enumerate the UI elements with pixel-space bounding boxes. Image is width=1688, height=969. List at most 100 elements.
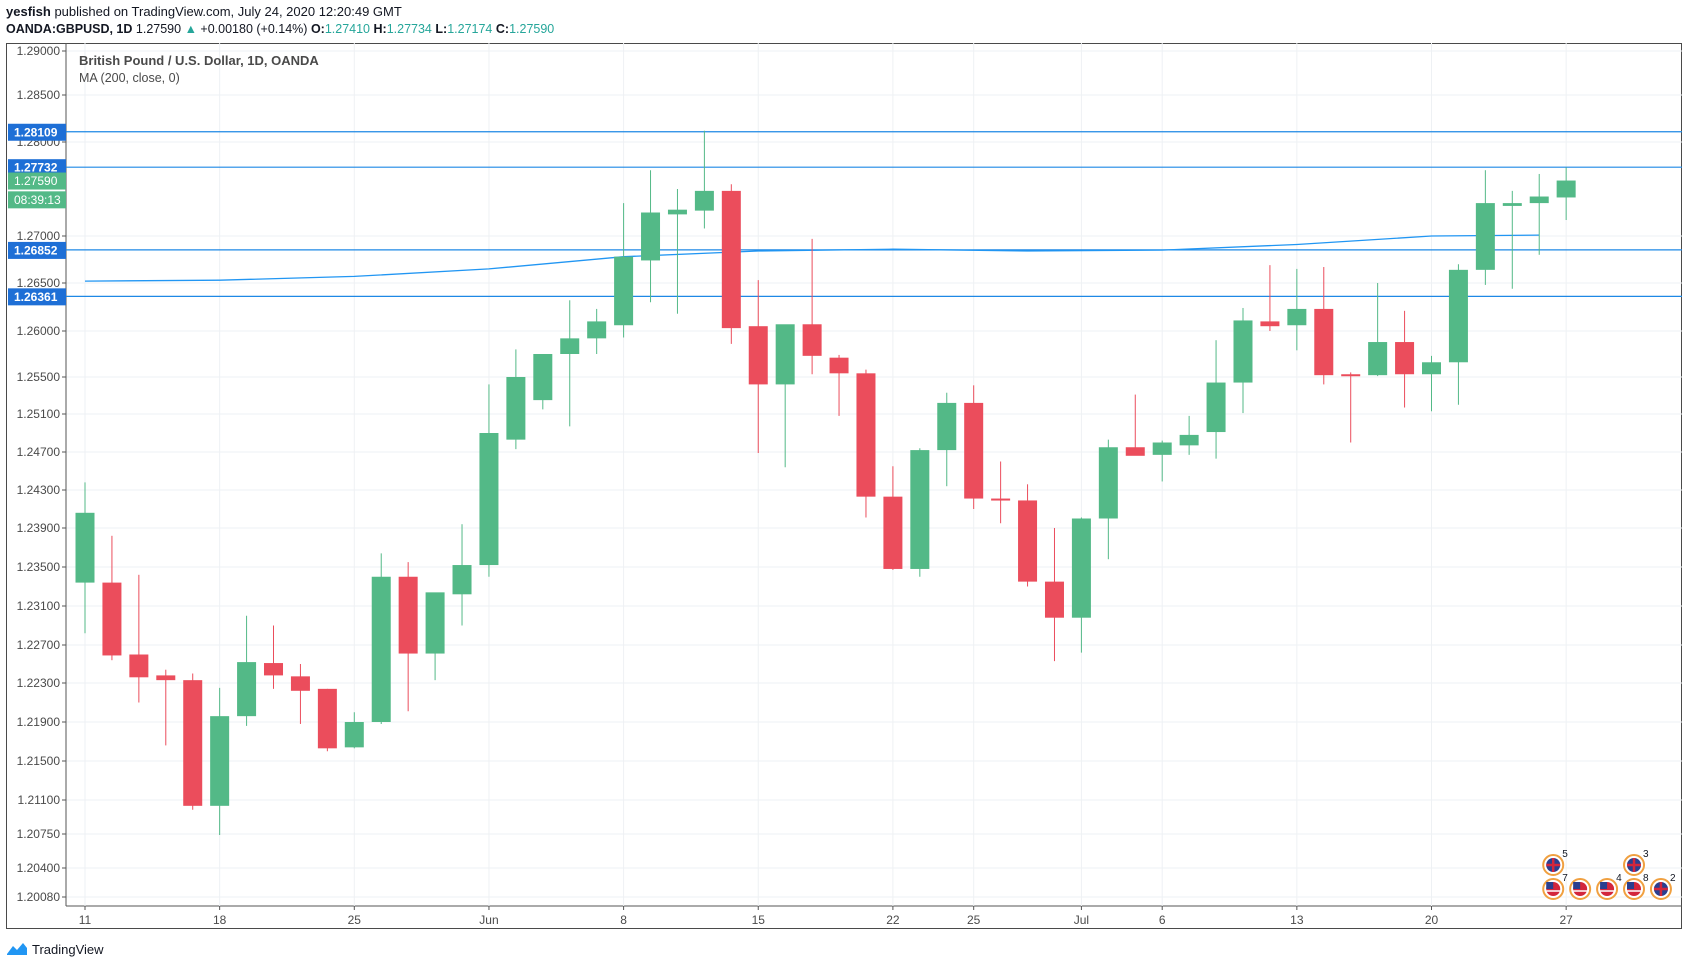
candle-up [587,321,607,339]
y-tick-label: 1.20750 [17,827,61,841]
price-label-text: 1.26361 [14,290,58,304]
candle-down [102,582,122,656]
x-tick-label: 25 [348,913,362,927]
x-tick-label: Jul [1074,913,1089,927]
candle-up [1448,269,1468,363]
candle-up [1368,342,1388,376]
candle-up [1098,447,1118,519]
y-tick-label: 1.29000 [17,44,61,58]
price-label-text: 1.27590 [14,174,58,188]
candle-up [1287,308,1307,326]
candle-down [290,676,310,691]
candle-up [1529,196,1549,204]
candle-up [210,716,230,806]
tradingview-logo-icon [7,943,27,955]
x-tick-label: 27 [1559,913,1573,927]
candle-up [614,256,634,326]
us-flag-canton [1600,882,1608,889]
y-tick-label: 1.21500 [17,754,61,768]
x-tick-label: Jun [479,913,498,927]
event-count-badge: 2 [1670,873,1676,884]
y-tick-label: 1.23100 [17,599,61,613]
x-tick-label: 6 [1159,913,1166,927]
y-tick-label: 1.21900 [17,715,61,729]
x-tick-label: 13 [1290,913,1304,927]
y-tick-label: 1.23500 [17,560,61,574]
y-tick-label: 1.24700 [17,445,61,459]
candle-down [1125,447,1145,456]
close-value: 1.27590 [509,22,555,36]
candle-up [641,212,661,261]
candle-down [1395,342,1415,375]
symbol-label: OANDA:GBPUSD, 1D [6,22,133,36]
y-tick-label: 1.26500 [17,276,61,290]
y-tick-label: 1.22300 [17,676,61,690]
candle-up [1422,362,1441,375]
publish-info: yesfish published on TradingView.com, Ju… [6,4,402,19]
y-tick-label: 1.25100 [17,407,61,421]
candle-up [560,338,580,354]
candle-down [317,688,337,749]
high-label: H: [373,22,387,36]
candle-down [883,496,903,569]
candle-up [937,402,957,451]
candle-down [1314,308,1334,376]
candle-down [129,654,149,678]
candle-up [237,662,257,717]
event-count-badge: 4 [1616,873,1622,884]
x-tick-label: 15 [752,913,766,927]
x-tick-label: 20 [1425,913,1439,927]
candle-up [910,450,930,569]
x-tick-label: 22 [886,913,900,927]
x-tick-label: 18 [213,913,227,927]
open-label: O: [310,22,325,36]
open-value: 1.27410 [324,22,371,36]
price-label-box [8,191,66,209]
candle-up [533,354,553,401]
candle-up [75,512,95,583]
price-label-box [8,241,66,259]
y-tick-label: 1.28500 [17,88,61,102]
price-label-text: 1.28109 [14,125,58,139]
y-tick-label: 1.23900 [17,521,61,535]
candle-up [479,433,499,566]
publisher-name[interactable]: yesfish [6,4,51,19]
last-price: 1.27590 [135,22,182,36]
chart-frame[interactable] [6,43,1682,929]
up-arrow-icon: ▲ [184,22,197,36]
tradingview-footer[interactable]: TradingView [6,938,104,960]
candle-up [1233,320,1253,383]
candle-down [1044,581,1064,618]
symbol-info-bar: OANDA:GBPUSD, 1D 1.27590 ▲ +0.00180 (+0.… [6,22,554,36]
event-count-badge: 7 [1562,873,1568,884]
candle-up [344,722,364,748]
price-label-box [8,123,66,141]
price-label-box [8,159,66,177]
y-tick-label: 1.26000 [17,324,61,338]
candle-down [748,326,768,385]
price-change: +0.00180 (+0.14%) [200,22,308,36]
us-flag-canton [1573,882,1581,889]
x-tick-label: 25 [967,913,981,927]
chart-legend-title: British Pound / U.S. Dollar, 1D, OANDA [79,53,319,68]
indicator-legend[interactable]: MA (200, close, 0) [79,71,180,85]
candle-up [1179,434,1199,446]
event-count-badge: 3 [1643,849,1649,860]
y-tick-label: 1.22700 [17,638,61,652]
candle-down [1018,500,1038,582]
candle-down [398,576,418,654]
candle-up [1502,203,1522,206]
candle-up [667,209,687,215]
candle-up [452,565,472,595]
candle-down [156,675,176,681]
x-tick-label: 8 [620,913,627,927]
price-label-text: 1.27732 [14,161,58,175]
candle-down [1341,374,1361,377]
candle-up [1071,518,1091,618]
y-tick-label: 1.21100 [18,793,61,807]
candle-up [1152,442,1172,455]
y-tick-label: 1.20080 [17,890,61,904]
event-count-badge: 8 [1643,873,1649,884]
candle-down [802,324,822,356]
